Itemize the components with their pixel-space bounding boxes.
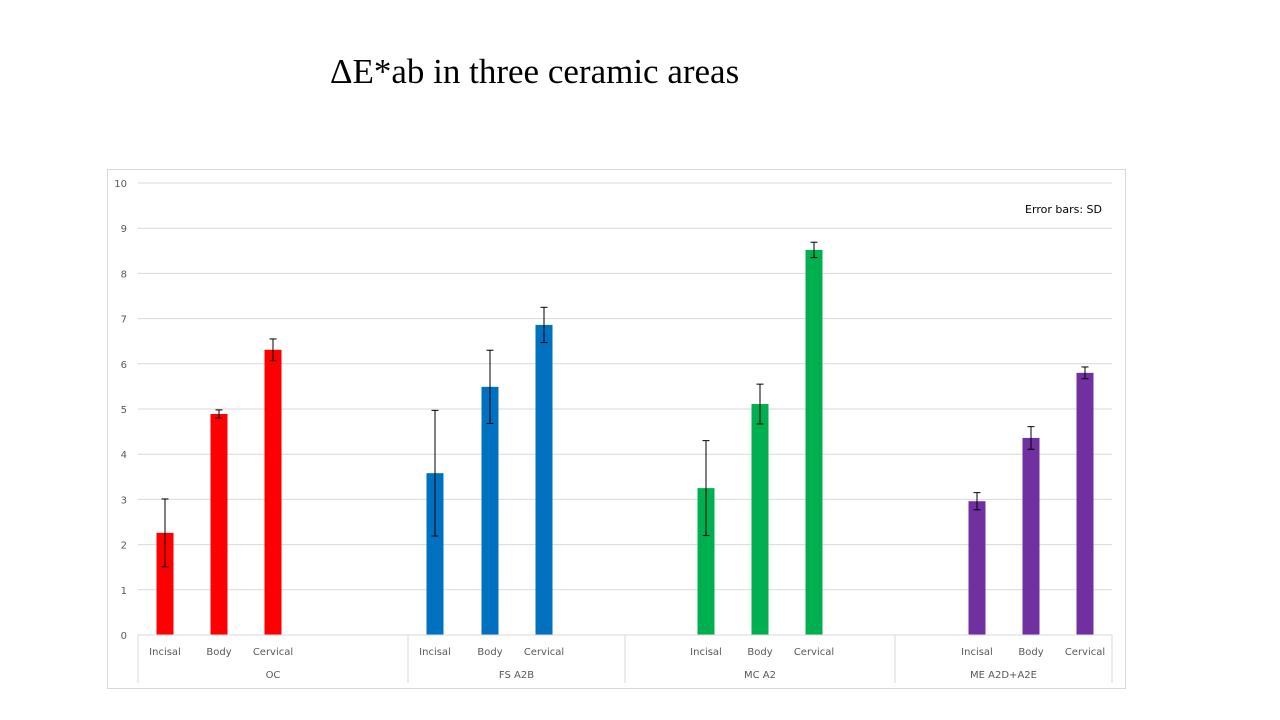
x-category-label: Body bbox=[747, 647, 772, 658]
x-category-label: Body bbox=[1018, 647, 1043, 658]
x-group-label: OC bbox=[266, 670, 281, 681]
x-group-label: FS A2B bbox=[499, 670, 534, 681]
x-category-label: Incisal bbox=[690, 647, 722, 658]
y-tick-label: 2 bbox=[121, 541, 127, 552]
bar bbox=[1022, 437, 1040, 635]
y-axis-ticks: 0 1 2 3 4 5 6 7 8 9 10 bbox=[114, 179, 127, 642]
chart-frame bbox=[107, 169, 1126, 689]
x-axis: Incisal Body Cervical OC Incisal Body Cervical… bbox=[137, 634, 1113, 683]
bar bbox=[264, 349, 282, 635]
x-category-label: Incisal bbox=[149, 647, 181, 658]
bar bbox=[535, 324, 553, 635]
bar bbox=[1076, 372, 1094, 635]
y-tick-label: 0 bbox=[121, 631, 127, 642]
bar bbox=[805, 249, 823, 635]
x-group-label: ME A2D+A2E bbox=[970, 670, 1037, 681]
x-category-label: Cervical bbox=[794, 647, 834, 658]
y-tick-label: 10 bbox=[114, 179, 127, 190]
error-bars-annotation: Error bars: SD bbox=[1025, 203, 1102, 216]
bar bbox=[481, 386, 499, 635]
x-category-label: Cervical bbox=[524, 647, 564, 658]
y-tick-label: 9 bbox=[121, 224, 127, 235]
y-tick-label: 3 bbox=[121, 495, 127, 506]
y-tick-label: 5 bbox=[121, 405, 127, 416]
x-category-label: Incisal bbox=[961, 647, 993, 658]
x-category-label: Incisal bbox=[419, 647, 451, 658]
x-group-label: MC A2 bbox=[744, 670, 776, 681]
x-category-label: Cervical bbox=[253, 647, 293, 658]
bar bbox=[210, 413, 228, 635]
bar bbox=[426, 473, 444, 635]
y-tick-label: 1 bbox=[121, 586, 127, 597]
y-tick-label: 8 bbox=[121, 269, 127, 280]
bars bbox=[156, 241, 1094, 635]
x-category-label: Cervical bbox=[1065, 647, 1105, 658]
y-tick-label: 6 bbox=[121, 360, 127, 371]
y-tick-label: 4 bbox=[121, 450, 127, 461]
slide-title: ΔE*ab in three ceramic areas bbox=[330, 52, 740, 91]
y-tick-label: 7 bbox=[121, 315, 127, 326]
gridlines bbox=[138, 182, 1112, 636]
x-category-label: Body bbox=[206, 647, 231, 658]
x-category-label: Body bbox=[477, 647, 502, 658]
bar bbox=[968, 501, 986, 635]
bar bbox=[751, 404, 769, 635]
bar bbox=[156, 532, 174, 635]
bar bbox=[697, 488, 715, 635]
